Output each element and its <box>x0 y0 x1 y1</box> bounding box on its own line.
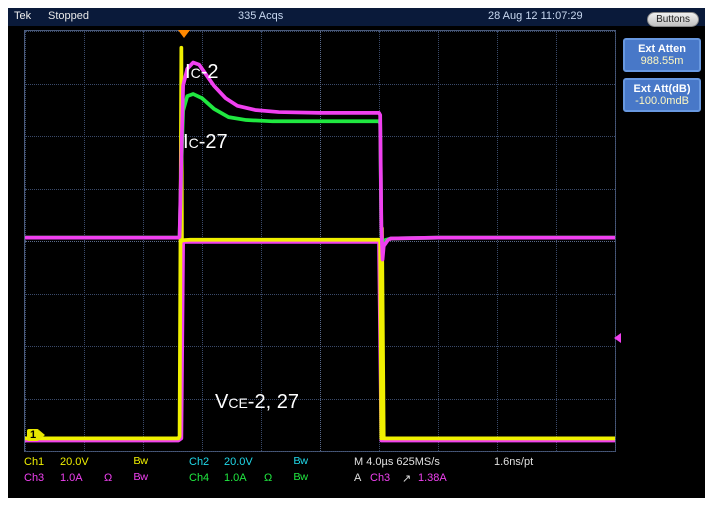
ch1-bw-icon: Bw <box>133 456 147 467</box>
side-menu: Ext Atten 988.55m Ext Att(dB) -100.0mdB <box>623 38 701 118</box>
ch3-bw-icon: Bw <box>133 472 147 483</box>
trigger-level-marker-icon <box>614 333 621 343</box>
trigger-edge-icon: ↗ <box>402 472 411 485</box>
ch1-scale: 20.0V <box>60 456 89 468</box>
buttons-button[interactable]: Buttons <box>647 12 699 27</box>
timebase-label: M 4.0µs 625MS/s <box>354 456 440 468</box>
ch2-scale: 20.0V <box>224 456 253 468</box>
oscilloscope-frame: Tek Stopped 335 Acqs 28 Aug 12 11:07:29 … <box>8 8 705 498</box>
waveform-display: IC-2 IC-27 VCE-2, 27 1 <box>24 30 616 452</box>
ch4-bw-icon: Bw <box>293 472 307 483</box>
ext-atten-header: Ext Atten <box>627 43 697 55</box>
trigger-source: Ch3 <box>370 472 390 484</box>
trigger-position-marker-icon <box>178 30 190 38</box>
channel-1-ground-marker: 1 <box>27 429 39 441</box>
ext-atten-db-button[interactable]: Ext Att(dB) -100.0mdB <box>623 78 701 112</box>
brand-label: Tek <box>14 10 31 22</box>
channel-readout-bar: Ch1 20.0V Bw Ch2 20.0V Bw M 4.0µs 625MS/… <box>24 456 614 494</box>
trace-label-ic27: IC-27 <box>183 131 228 154</box>
ext-atten-db-header: Ext Att(dB) <box>627 83 697 95</box>
run-status: Stopped <box>48 10 89 22</box>
ext-atten-value: 988.55m <box>627 55 697 67</box>
trigger-level: 1.38A <box>418 472 447 484</box>
ext-atten-button[interactable]: Ext Atten 988.55m <box>623 38 701 72</box>
datetime-label: 28 Aug 12 11:07:29 <box>488 10 583 22</box>
ch3-scale: 1.0A <box>60 472 83 484</box>
ch3-name: Ch3 <box>24 472 44 484</box>
ch4-ohm-icon: Ω <box>264 472 272 484</box>
trace-label-vce: VCE-2, 27 <box>215 391 299 414</box>
ch4-name: Ch4 <box>189 472 209 484</box>
ch4-scale: 1.0A <box>224 472 247 484</box>
ch1-name: Ch1 <box>24 456 44 468</box>
ch3-ohm-icon: Ω <box>104 472 112 484</box>
sample-resolution: 1.6ns/pt <box>494 456 533 468</box>
trace-label-ic2: IC-2 <box>185 61 218 84</box>
ch2-name: Ch2 <box>189 456 209 468</box>
ch2-bw-icon: Bw <box>293 456 307 467</box>
acquisitions-count: 335 Acqs <box>238 10 283 22</box>
ext-atten-db-value: -100.0mdB <box>627 95 697 107</box>
top-status-bar: Tek Stopped 335 Acqs 28 Aug 12 11:07:29 … <box>8 8 705 26</box>
trigger-a-label: A <box>354 472 361 484</box>
